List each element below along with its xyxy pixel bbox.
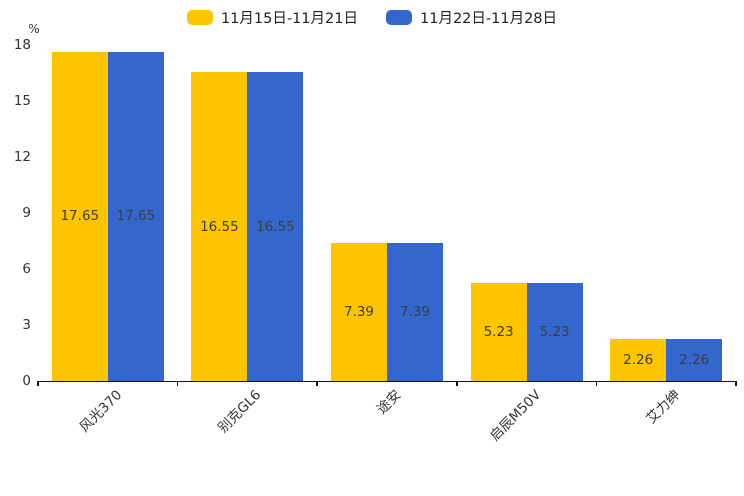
bar-series1-途安[interactable]: 7.39: [330, 243, 387, 381]
bar-series2-别克GL6[interactable]: 16.55: [247, 72, 304, 381]
bar-value-label: 7.39: [343, 304, 375, 321]
x-axis-category-label: 启辰M50V: [486, 387, 544, 445]
bar-series1-艾力绅[interactable]: 2.26: [610, 338, 667, 381]
x-axis-tick: [176, 381, 179, 386]
bar-group-启辰M50V: 5.23 5.23: [457, 45, 597, 381]
bar-value-label: 7.39: [399, 304, 431, 321]
bar-value-label: 16.55: [200, 218, 239, 235]
bar-value-label: 2.26: [679, 351, 710, 368]
bar-value-label: 5.23: [483, 324, 514, 341]
legend-item-week2[interactable]: 11月22日-11月28日: [386, 7, 557, 28]
legend-label-week2: 11月22日-11月28日: [420, 11, 558, 27]
y-axis-tick-label: 9: [22, 205, 31, 221]
bar-series2-风光370[interactable]: 17.65: [107, 51, 164, 381]
x-axis-category-label: 途安: [373, 387, 405, 418]
legend-swatch-week1: [186, 10, 213, 25]
bar-series1-风光370[interactable]: 17.65: [51, 51, 108, 381]
legend-item-week1[interactable]: 11月15日-11月21日: [186, 7, 358, 28]
bar-series1-别克GL6[interactable]: 16.55: [191, 72, 248, 381]
bar-group-别克GL6: 16.55 16.55: [178, 45, 318, 381]
bar-group-途安: 7.39 7.39: [317, 45, 457, 381]
bar-series2-艾力绅[interactable]: 2.26: [666, 338, 723, 381]
chart-legend: 11月15日-11月21日 11月22日-11月28日: [0, 7, 744, 28]
x-axis-line: [38, 380, 736, 382]
y-axis-unit-label: %: [28, 22, 40, 36]
x-axis-category-label: 别克GL6: [215, 387, 265, 437]
bar-group-风光370: 17.65 17.65: [38, 45, 178, 381]
bar-series2-途安[interactable]: 7.39: [386, 243, 443, 381]
y-axis-tick-label: 0: [22, 373, 31, 389]
bar-value-label: 16.55: [256, 218, 295, 235]
bar-series2-启辰M50V[interactable]: 5.23: [526, 283, 583, 381]
y-axis-tick-label: 3: [22, 317, 31, 333]
legend-swatch-week2: [386, 10, 412, 25]
x-axis-tick: [456, 381, 458, 386]
y-axis-tick-label: 15: [13, 93, 31, 109]
y-axis-tick-label: 6: [22, 261, 31, 277]
x-axis-tick: [735, 381, 737, 386]
bar-value-label: 17.65: [116, 208, 156, 225]
x-axis-tick: [316, 381, 318, 386]
y-axis-tick-label: 18: [13, 37, 31, 53]
bar-value-label: 5.23: [539, 324, 570, 341]
plot-area: 17.65 17.65 16.55 16.55 7.39 7.39 5.23 5.23 2.26…: [37, 45, 737, 386]
x-axis-category-label: 艾力绅: [643, 387, 684, 427]
x-axis-category-label: 风光370: [76, 387, 126, 436]
bar-value-label: 17.65: [60, 208, 100, 225]
bar-group-艾力绅: 2.26 2.26: [596, 45, 736, 381]
bar-series1-启辰M50V[interactable]: 5.23: [470, 283, 527, 381]
bar-value-label: 2.26: [623, 351, 654, 368]
x-axis-tick: [37, 381, 39, 386]
y-axis-tick-label: 12: [13, 149, 31, 165]
x-axis-tick: [595, 381, 598, 386]
legend-label-week1: 11月15日-11月21日: [220, 11, 358, 27]
